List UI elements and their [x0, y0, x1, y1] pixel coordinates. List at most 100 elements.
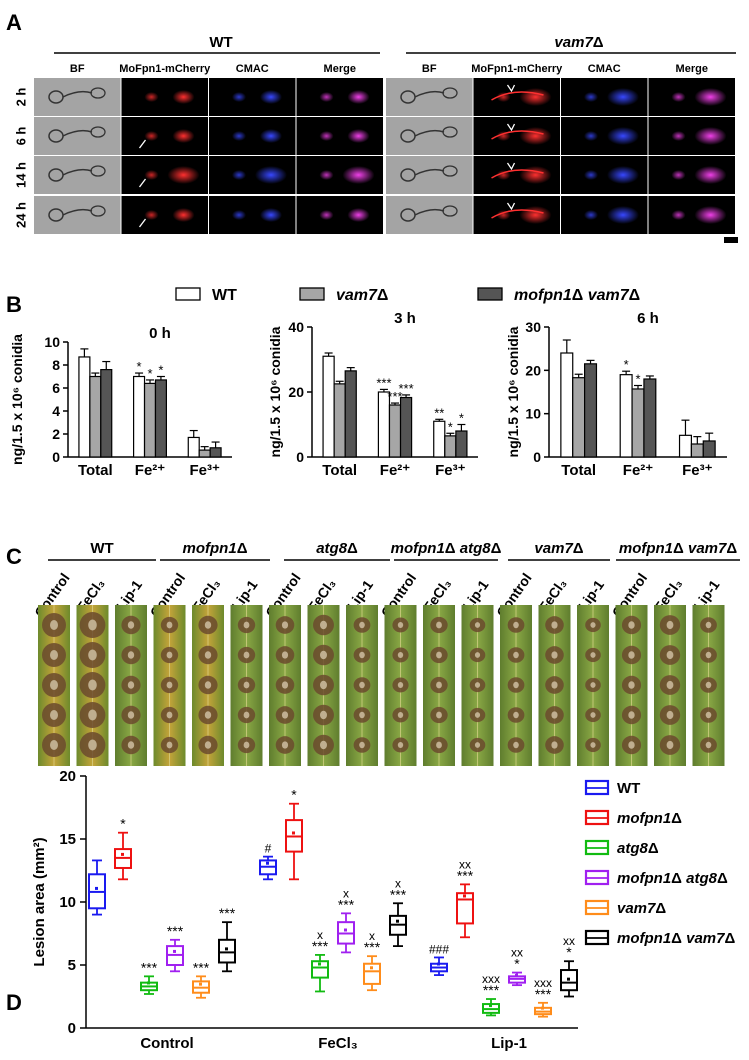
- data-point: [396, 919, 399, 923]
- lesion-center: [88, 709, 97, 721]
- fluorescence-signal: [496, 131, 511, 141]
- significance-mark: *: [147, 366, 152, 381]
- significance-mark: x: [317, 928, 323, 942]
- bar: [572, 377, 586, 458]
- box: [363, 962, 381, 985]
- significance-mark: *: [624, 357, 629, 372]
- fluorescence-signal: [671, 210, 686, 220]
- legend-label: WT: [212, 287, 237, 304]
- appressorium-outline: [90, 126, 106, 138]
- fluorescence-signal: [607, 166, 639, 184]
- significance-mark: x: [369, 929, 375, 943]
- lesion-center: [397, 741, 404, 749]
- lesion-center: [551, 681, 558, 689]
- lesion-center: [359, 741, 365, 749]
- micrograph-cell: [386, 117, 473, 155]
- x-tick-label: Total: [322, 462, 357, 479]
- data-point: [541, 1006, 544, 1010]
- lesion-center: [204, 681, 212, 689]
- lesion-center: [281, 711, 289, 719]
- fluorescence-signal: [671, 131, 686, 141]
- significance-mark: ***: [219, 905, 236, 921]
- fluorescence-signal: [144, 131, 159, 141]
- lesion-center: [320, 620, 327, 630]
- legend-swatch: [477, 287, 503, 301]
- box: [218, 938, 236, 964]
- bar: [444, 435, 457, 458]
- fluorescence-signal: [584, 170, 598, 180]
- fluorescence-signal: [172, 90, 195, 104]
- bar: [154, 379, 167, 458]
- data-point: [437, 962, 440, 966]
- bar: [209, 447, 222, 458]
- fluorescence-signal: [584, 131, 598, 141]
- fluorescence-signal: [347, 129, 370, 143]
- fluorescence-signal: [260, 90, 282, 104]
- bar: [133, 375, 146, 458]
- y-tick-label: 20: [288, 384, 304, 400]
- lesion-center: [204, 741, 212, 749]
- membrane-signal: [491, 91, 544, 101]
- bar: [100, 369, 113, 458]
- lesion-center: [474, 682, 481, 688]
- panel-a-column-label: Merge: [324, 63, 356, 75]
- bar: [560, 352, 574, 458]
- membrane-signal: [491, 209, 544, 219]
- panel-d-legend: WT mofpn1Δ atg8Δ mofpn1Δ atg8Δ vam7Δ mofpn1Δ …: [584, 779, 736, 947]
- significance-mark: *: [566, 944, 572, 960]
- lesion-center: [50, 680, 58, 690]
- bar: [89, 375, 102, 458]
- scale-bar: [724, 237, 738, 243]
- fluorescence-signal: [496, 92, 511, 102]
- panel-label-a: A: [6, 10, 22, 35]
- significance-mark: ***: [141, 959, 158, 975]
- fluorescence-signal: [347, 90, 370, 104]
- y-tick-label: 5: [68, 957, 76, 974]
- x-tick-label: FeCl₃: [318, 1035, 358, 1052]
- y-tick-label: 0: [296, 449, 304, 465]
- panel-a-column-label: BF: [422, 63, 437, 75]
- significance-mark: ***: [398, 381, 413, 396]
- panel-label-c: C: [6, 544, 22, 569]
- fluorescence-signal: [694, 206, 727, 224]
- lesion-center: [281, 651, 289, 659]
- legend-swatch: [299, 287, 325, 301]
- membrane-signal: [491, 169, 544, 179]
- panel-a-column-label: BF: [70, 63, 85, 75]
- box: [456, 892, 474, 925]
- legend-label: vam7Δ: [336, 287, 388, 304]
- appressorium-outline: [442, 165, 458, 177]
- lesion-center: [705, 621, 712, 629]
- y-axis-label: ng/1.5 x 10⁶ conidia: [505, 326, 521, 457]
- lesion-center: [166, 621, 173, 629]
- fluorescence-signal: [319, 210, 334, 220]
- x-tick-label: Fe²⁺: [380, 462, 411, 479]
- lesion-center: [705, 741, 712, 749]
- lesion-center: [281, 681, 289, 689]
- significance-mark: *: [635, 372, 640, 387]
- lesion-center: [590, 712, 596, 718]
- lesion-center: [436, 651, 442, 659]
- significance-mark: xx: [511, 946, 523, 960]
- y-tick-label: 6: [52, 380, 60, 396]
- significance-mark: **: [434, 405, 444, 420]
- significance-mark: xx: [563, 934, 575, 948]
- lesion-center: [166, 681, 173, 689]
- lesion-center: [243, 651, 250, 659]
- x-tick-label: Fe³⁺: [435, 462, 466, 479]
- significance-mark: *: [137, 359, 142, 374]
- micrograph-cell: [34, 156, 121, 194]
- legend-label: mofpn1Δ vam7Δ: [617, 930, 736, 947]
- fluorescence-signal: [671, 170, 686, 180]
- panel-label-d: D: [6, 990, 22, 1015]
- bar: [455, 430, 468, 458]
- bar: [619, 374, 633, 458]
- lesion-center: [88, 739, 97, 751]
- lesion-center: [628, 621, 635, 629]
- significance-mark: ***: [193, 959, 210, 975]
- lesion-center: [666, 650, 674, 660]
- significance-mark: x: [395, 876, 401, 890]
- data-point: [344, 928, 347, 932]
- lesion-center: [474, 712, 481, 718]
- fluorescence-signal: [232, 131, 246, 141]
